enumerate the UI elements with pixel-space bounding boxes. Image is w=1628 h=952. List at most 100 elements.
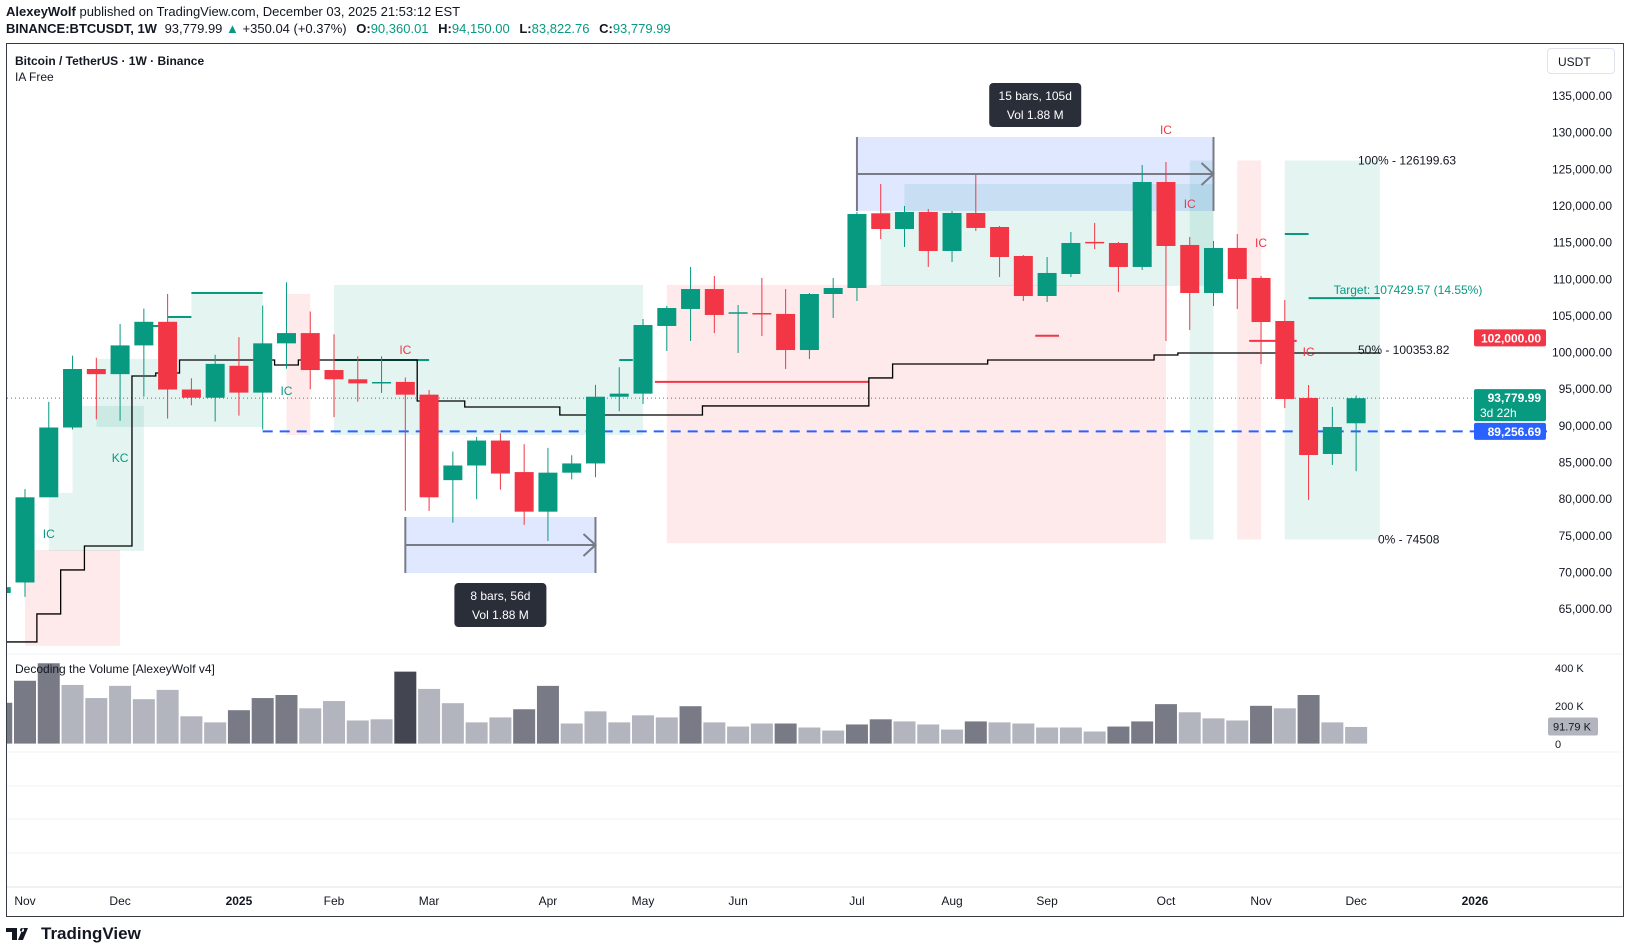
volume-bar: [1130, 720, 1154, 745]
candle[interactable]: [1085, 222, 1105, 249]
candle[interactable]: [372, 356, 392, 393]
currency-button[interactable]: USDT: [1547, 48, 1615, 74]
candle[interactable]: [633, 319, 653, 404]
candle[interactable]: [966, 175, 986, 231]
volume-indicator-title[interactable]: Decoding the Volume [AlexeyWolf v4]: [15, 662, 215, 676]
candle[interactable]: [276, 282, 296, 369]
pink-zone: [25, 550, 121, 646]
candle[interactable]: [348, 356, 368, 402]
candle[interactable]: [776, 289, 796, 370]
candle[interactable]: [419, 389, 439, 511]
candle[interactable]: [443, 451, 463, 523]
candle[interactable]: [134, 308, 154, 397]
candle[interactable]: [1227, 233, 1247, 309]
volume-bar: [916, 723, 941, 745]
candle[interactable]: [39, 401, 59, 498]
candle[interactable]: [538, 447, 558, 541]
signal-label: KC: [112, 451, 129, 465]
candle[interactable]: [1251, 275, 1271, 365]
candle[interactable]: [990, 225, 1010, 278]
volume-bar: [132, 698, 156, 745]
candle[interactable]: [609, 367, 629, 412]
candle[interactable]: [1275, 300, 1295, 409]
candle[interactable]: [86, 357, 106, 420]
tradingview-logo[interactable]: TradingView: [6, 924, 141, 944]
candle[interactable]: [205, 354, 225, 422]
candle-body: [847, 214, 867, 288]
volume-bar: [1320, 721, 1345, 745]
candle[interactable]: [1299, 384, 1319, 500]
low-value: 83,822.76: [531, 21, 590, 36]
time-axis-label: Nov: [14, 894, 35, 908]
candle-body: [871, 213, 891, 229]
candle-body: [443, 465, 463, 481]
candle[interactable]: [704, 275, 724, 334]
candle[interactable]: [1346, 395, 1366, 472]
candle[interactable]: [799, 292, 819, 359]
green-zone: [191, 292, 263, 359]
candle[interactable]: [15, 489, 35, 597]
legend-title: Bitcoin / TetherUS · 1W · Binance: [15, 54, 205, 68]
candle[interactable]: [1061, 231, 1081, 278]
price-axis-label: 135,000.00: [1552, 89, 1612, 103]
candle[interactable]: [1013, 255, 1033, 301]
candle[interactable]: [871, 183, 891, 240]
price-axis-label: 115,000.00: [1553, 236, 1612, 250]
publish-text: published on TradingView.com, December 0…: [79, 4, 461, 19]
candle-body: [1061, 242, 1081, 274]
pink-zone: [666, 284, 1166, 544]
candle[interactable]: [1108, 241, 1128, 292]
candle[interactable]: [823, 277, 843, 318]
volume-bar: [631, 714, 655, 745]
candle-body: [205, 363, 225, 398]
candle-body: [134, 321, 154, 346]
volume-bar: [1344, 726, 1368, 745]
time-axis-label: Feb: [324, 894, 345, 908]
author-name[interactable]: AlexeyWolf: [6, 4, 76, 19]
candle[interactable]: [847, 211, 867, 301]
candle[interactable]: [229, 337, 249, 416]
candle[interactable]: [490, 433, 510, 490]
volume-bar: [298, 707, 323, 745]
candle-body: [918, 211, 938, 251]
symbol-name: BINANCE:BTCUSDT, 1W: [6, 21, 157, 36]
candle[interactable]: [1322, 406, 1342, 465]
candle[interactable]: [514, 444, 534, 525]
candle[interactable]: [657, 305, 677, 351]
time-axis-label: Jun: [728, 894, 747, 908]
candle-body: [1108, 242, 1128, 267]
volume-bar: [1225, 719, 1250, 745]
candle[interactable]: [253, 305, 273, 430]
candle[interactable]: [752, 277, 772, 337]
candle[interactable]: [585, 384, 605, 478]
candle[interactable]: [942, 211, 962, 262]
candle[interactable]: [1204, 241, 1223, 306]
indicator-name[interactable]: IA Free: [15, 70, 54, 84]
candle[interactable]: [562, 455, 582, 480]
candle[interactable]: [1037, 256, 1057, 303]
candle[interactable]: [158, 293, 178, 419]
volume-bar: [393, 670, 418, 745]
candle-body: [776, 313, 796, 351]
candle[interactable]: [181, 378, 201, 406]
price-axis-label: 110,000.00: [1553, 272, 1612, 286]
candle[interactable]: [918, 208, 938, 267]
candle[interactable]: [894, 205, 914, 248]
price-tag-label: 102,000.00: [1481, 331, 1541, 345]
candle[interactable]: [1132, 164, 1152, 270]
candle[interactable]: [728, 305, 748, 353]
candle[interactable]: [324, 334, 344, 418]
brand-name: TradingView: [41, 924, 141, 943]
candle[interactable]: [395, 377, 415, 511]
candle[interactable]: [110, 323, 130, 421]
time-axis-label: Dec: [1345, 894, 1366, 908]
candle[interactable]: [467, 436, 487, 500]
candle[interactable]: [1156, 161, 1176, 342]
candle[interactable]: [1180, 236, 1200, 331]
candle[interactable]: [63, 355, 83, 430]
candle[interactable]: [0, 585, 11, 596]
candle[interactable]: [300, 311, 320, 390]
candle[interactable]: [681, 266, 701, 342]
open-label: O:: [356, 21, 371, 36]
